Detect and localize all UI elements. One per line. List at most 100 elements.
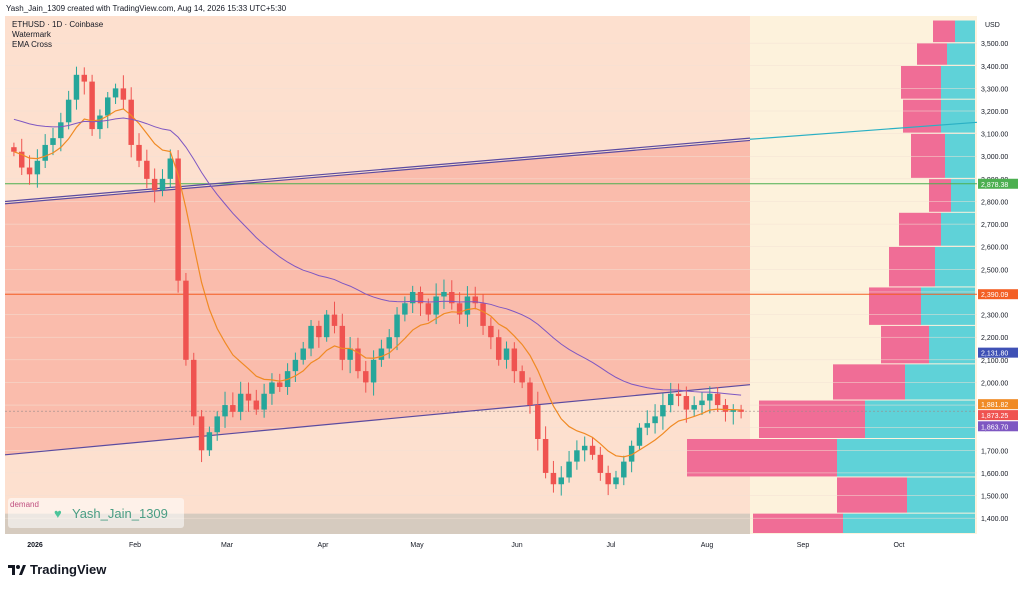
- candle-body: [331, 314, 338, 326]
- heart-icon: ♥: [54, 506, 62, 521]
- candle-body: [175, 158, 181, 281]
- candle-body: [722, 405, 729, 412]
- y-tick-label: 2,000.00: [981, 380, 1008, 387]
- candle-body: [699, 400, 705, 406]
- ema-lines: [13, 108, 742, 458]
- price-label: 2,390.09: [981, 292, 1008, 299]
- candle-body: [378, 348, 385, 360]
- candle-body: [245, 393, 252, 401]
- volume-bar-buy: [935, 246, 975, 287]
- y-tick-label: 3,400.00: [981, 64, 1008, 71]
- price-label: 2,878.38: [981, 182, 1008, 189]
- candle-body: [11, 147, 17, 152]
- candle-body: [347, 348, 353, 360]
- demand-label: demand: [10, 500, 39, 509]
- price-axis-bg: [977, 16, 1019, 534]
- y-tick-label: 1,600.00: [981, 471, 1008, 478]
- watermark-box: demand ♥ Yash_Jain_1309: [8, 498, 184, 528]
- candle-body: [566, 461, 572, 478]
- x-tick-label: Apr: [318, 542, 330, 549]
- candle-body: [230, 405, 236, 412]
- y-tick-label: 3,100.00: [981, 132, 1008, 139]
- time-axis-bg: [5, 534, 977, 556]
- volume-profile: [687, 20, 975, 533]
- candle-body: [738, 409, 744, 412]
- candle-body: [707, 393, 713, 401]
- legend-ema-cross[interactable]: EMA Cross: [12, 40, 53, 49]
- price-chart[interactable]: USD1,400.001,500.001,600.001,700.001,800…: [4, 16, 1019, 556]
- candle-body: [308, 325, 314, 349]
- candle-body: [660, 405, 666, 417]
- volume-bar-buy: [843, 513, 975, 533]
- volume-bar-sell: [933, 20, 955, 43]
- candle-body: [542, 438, 549, 473]
- candle-body: [42, 144, 48, 161]
- candle-body: [89, 81, 95, 130]
- brand-name: TradingView: [30, 562, 107, 577]
- candle-body: [597, 454, 604, 473]
- candle-body: [441, 291, 447, 297]
- x-tick-label: Oct: [894, 542, 905, 549]
- candle-body: [402, 303, 408, 315]
- candle-body: [136, 144, 142, 161]
- candle-body: [355, 348, 361, 372]
- candle-body: [339, 325, 346, 360]
- demand-band: [5, 513, 750, 534]
- y-tick-label: 2,300.00: [981, 313, 1008, 320]
- volume-bar-buy: [865, 400, 975, 438]
- candle-body: [550, 472, 557, 485]
- volume-bar-sell: [753, 513, 843, 533]
- candle-body: [386, 337, 392, 349]
- x-tick-label: Feb: [129, 542, 141, 549]
- volume-bar-buy: [941, 212, 975, 246]
- chart-legend: ETHUSD · 1D · Coinbase Watermark EMA Cro…: [12, 20, 103, 50]
- upper-channel-line-2: [4, 137, 751, 203]
- candle-body: [495, 337, 502, 360]
- candle-body: [159, 178, 166, 191]
- candle-body: [464, 296, 471, 315]
- brand[interactable]: TradingView: [8, 562, 106, 577]
- candle-body: [269, 382, 275, 394]
- volume-bar-sell: [869, 287, 921, 325]
- candle-body: [370, 359, 377, 383]
- volume-bar-buy: [941, 99, 975, 133]
- y-tick-label: 3,300.00: [981, 86, 1008, 93]
- candle-body: [34, 160, 41, 175]
- chart-grid: [5, 42, 977, 519]
- price-label-bg: [978, 289, 1018, 300]
- y-tick-label: 2,700.00: [981, 222, 1008, 229]
- candle-body: [535, 405, 541, 439]
- candle-body: [97, 115, 103, 130]
- legend-watermark[interactable]: Watermark: [12, 30, 51, 39]
- symbol-title[interactable]: ETHUSD · 1D · Coinbase: [12, 20, 104, 29]
- candle-body: [18, 151, 25, 168]
- candle-body: [167, 158, 174, 179]
- volume-bar-buy: [941, 65, 975, 99]
- candle-body: [675, 393, 682, 397]
- candle-body: [589, 445, 596, 455]
- chart-caption: Yash_Jain_1309 created with TradingView.…: [6, 4, 287, 13]
- candle-body: [191, 359, 197, 417]
- watermark-text: Yash_Jain_1309: [72, 506, 168, 521]
- candle-body: [300, 348, 306, 360]
- candle-body: [198, 416, 205, 451]
- volume-bar-sell: [881, 325, 929, 364]
- y-tick-label: 3,200.00: [981, 109, 1008, 116]
- y-tick-label: 2,800.00: [981, 199, 1008, 206]
- volume-bar-sell: [687, 438, 837, 477]
- chart-area[interactable]: USD1,400.001,500.001,600.001,700.001,800…: [4, 16, 1019, 556]
- candle-body: [73, 74, 80, 100]
- candle-body: [480, 303, 486, 326]
- candle-body: [644, 423, 650, 428]
- candle-body: [628, 445, 635, 462]
- price-label-bg: [978, 178, 1018, 189]
- candle-body: [683, 396, 690, 410]
- candle-body: [652, 416, 658, 424]
- price-label: 1,863.70: [981, 424, 1008, 431]
- volume-bar-sell: [917, 43, 947, 65]
- candle-body: [425, 303, 432, 315]
- y-tick-label: 1,400.00: [981, 516, 1008, 523]
- candle-body: [128, 99, 134, 145]
- price-label: 2,131.80: [981, 351, 1008, 358]
- candle-body: [237, 393, 244, 412]
